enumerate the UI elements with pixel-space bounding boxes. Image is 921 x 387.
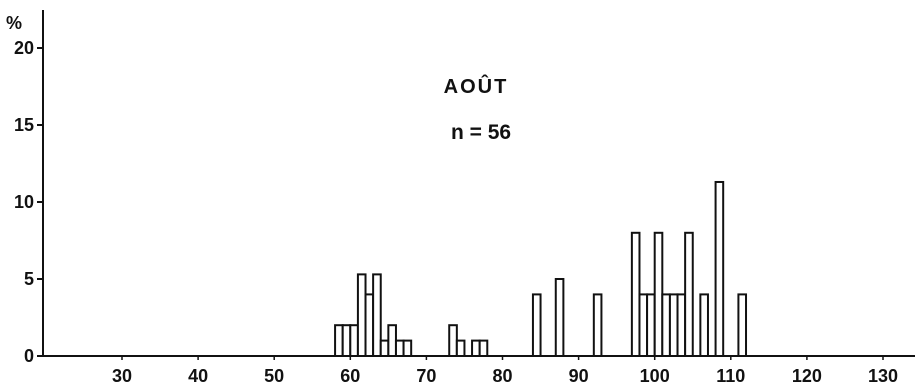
histogram-bar: [356, 273, 367, 358]
histogram-bar: [334, 324, 344, 358]
histogram-bar: [364, 293, 375, 357]
histogram-bar: [471, 339, 481, 358]
chart-title: AOÛT: [444, 74, 509, 98]
x-tick-label: 40: [188, 366, 208, 386]
x-tick-label: 30: [112, 366, 132, 386]
y-tick-label: 15: [14, 115, 34, 135]
histogram-bar: [676, 293, 687, 357]
x-tick-label: 100: [640, 366, 670, 386]
x-tick-label: 60: [340, 366, 360, 386]
histogram-bar: [684, 231, 694, 357]
histogram-bar: [653, 231, 664, 357]
x-tick-label: 50: [264, 366, 284, 386]
histogram-bar: [661, 293, 671, 357]
histogram-bar: [372, 273, 382, 358]
y-axis-unit-label: %: [6, 13, 22, 33]
histogram-bar: [349, 324, 359, 358]
histogram-bar: [402, 339, 413, 358]
histogram-bar: [592, 293, 603, 357]
x-tick-label: 70: [416, 366, 436, 386]
histogram-bar: [737, 293, 748, 357]
histogram-bar: [554, 278, 565, 357]
histogram-bar: [531, 293, 542, 357]
histogram-bar: [668, 293, 679, 357]
histogram-bar: [455, 339, 466, 358]
chart-subtitle: n = 56: [451, 121, 511, 144]
histogram-bar: [630, 231, 641, 357]
histogram-bar: [478, 339, 489, 358]
y-tick-label: 5: [24, 269, 34, 289]
histogram-bar: [699, 293, 709, 357]
x-tick-label: 120: [792, 366, 822, 386]
x-tick-label: 90: [569, 366, 589, 386]
histogram-bar: [379, 339, 390, 358]
y-tick-label: 10: [14, 192, 34, 212]
histogram-bar: [638, 293, 649, 357]
x-tick-label: 130: [868, 366, 898, 386]
bars-layer: [334, 180, 748, 358]
histogram-bar: [341, 324, 352, 358]
histogram-bar: [646, 293, 656, 357]
histogram-bar: [714, 180, 725, 357]
axes-layer: %: [6, 10, 915, 357]
histogram-bar: [448, 324, 458, 358]
histogram-bar: [394, 339, 405, 358]
y-tick-label: 20: [14, 38, 34, 58]
y-tick-label: 0: [24, 346, 34, 366]
title-layer: AOÛT n = 56: [444, 74, 511, 144]
x-tick-label: 80: [492, 366, 512, 386]
ticks-layer: 0 5 10 15 20 30 40 50 60 70 80 90 100 110 120 130: [14, 38, 898, 386]
x-tick-label: 110: [716, 366, 745, 386]
histogram-bar: [387, 324, 397, 358]
